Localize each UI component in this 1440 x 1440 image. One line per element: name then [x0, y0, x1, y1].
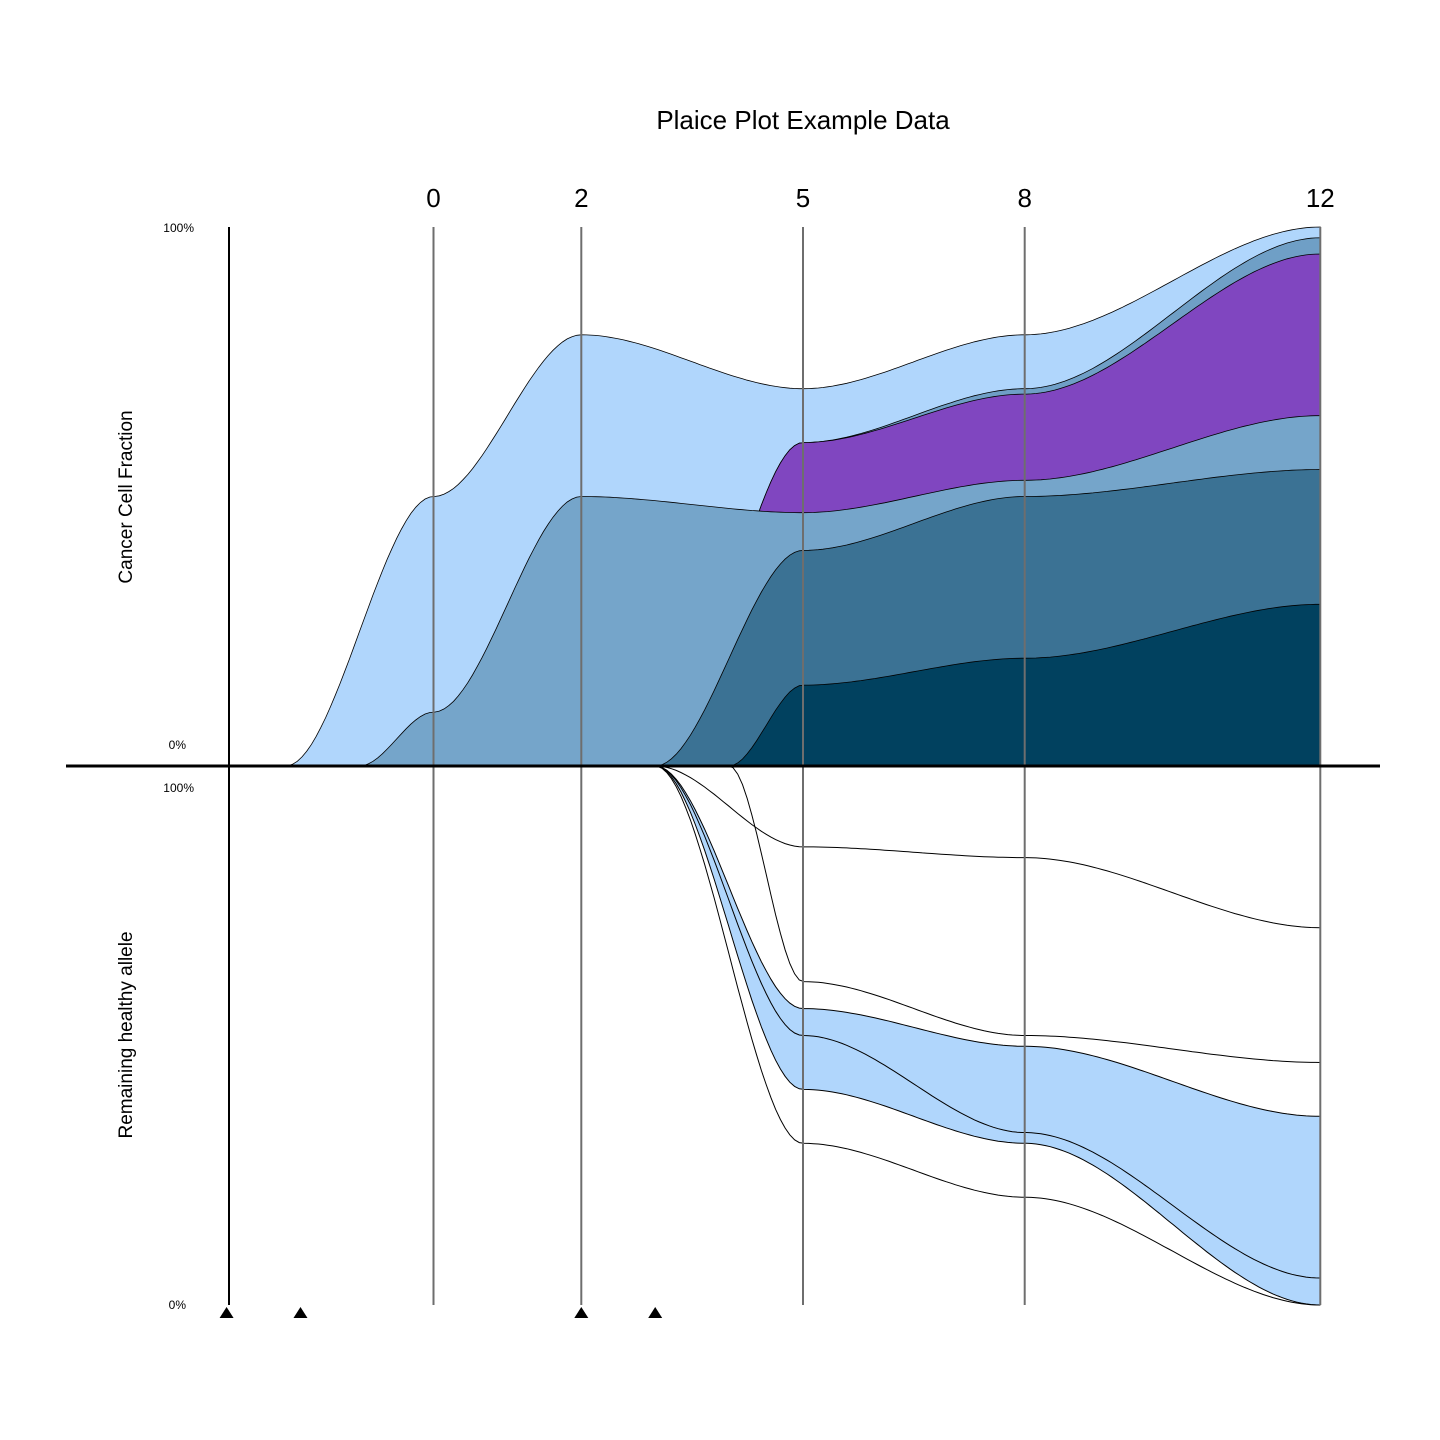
- treatment-markers: [219, 1307, 663, 1318]
- upper-ytick-bottom: 0%: [169, 738, 187, 752]
- chart-title: Plaice Plot Example Data: [656, 105, 950, 135]
- timepoint-labels: 0 2 5 8 12: [426, 183, 1334, 213]
- upper-ylabel: Cancer Cell Fraction: [116, 410, 137, 583]
- timepoint-label-12: 12: [1306, 183, 1335, 213]
- lower-ylabel: Remaining healthy allele: [116, 931, 137, 1138]
- timepoint-label-8: 8: [1017, 183, 1031, 213]
- treatment-marker-4: [648, 1307, 663, 1318]
- timepoint-label-0: 0: [426, 183, 440, 213]
- lower-ytick-top: 100%: [163, 781, 194, 795]
- lower-lines: [278, 765, 1321, 1306]
- timepoint-label-5: 5: [796, 183, 810, 213]
- treatment-marker-1: [219, 1307, 234, 1318]
- lower-ytick-bottom: 0%: [169, 1298, 187, 1312]
- timepoint-label-2: 2: [574, 183, 588, 213]
- healthy-allele-line-1: [278, 765, 1321, 929]
- lower-fill: [657, 766, 1321, 1305]
- treatment-marker-2: [293, 1307, 308, 1318]
- healthy-allele-fill: [657, 766, 1321, 1305]
- upper-ytick-top: 100%: [163, 221, 194, 235]
- treatment-marker-3: [574, 1307, 589, 1318]
